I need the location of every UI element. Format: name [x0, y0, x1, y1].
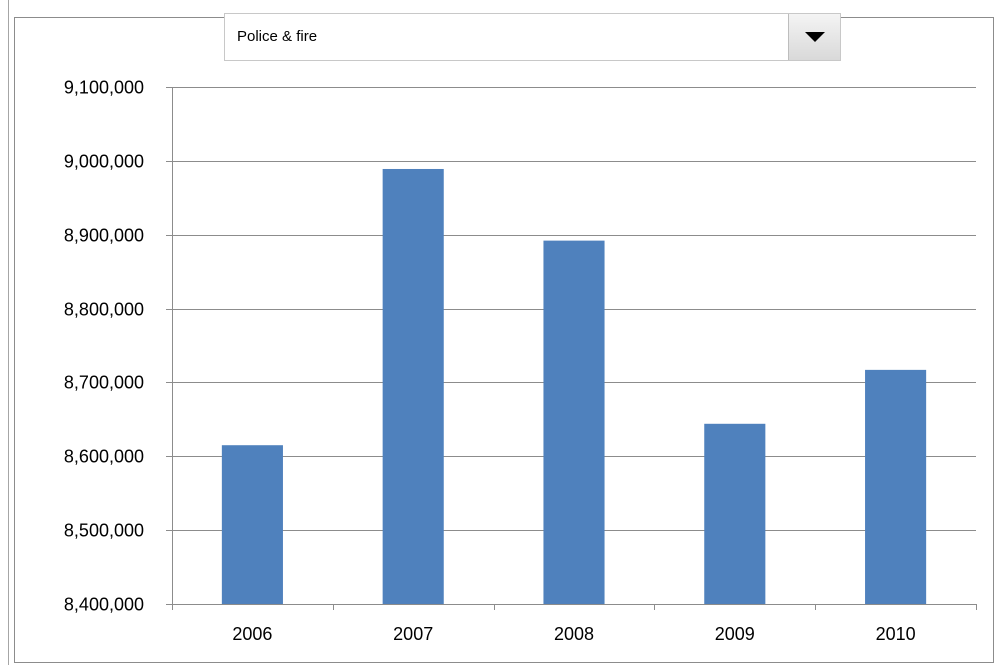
bar-2008: [543, 240, 605, 604]
bars: [221, 168, 927, 604]
x-tick-label: 2007: [393, 624, 433, 644]
dropdown-toggle-button[interactable]: [788, 14, 840, 60]
y-tick-label: 8,400,000: [64, 595, 144, 615]
y-tick-label: 8,500,000: [64, 521, 144, 541]
y-tick-label: 9,000,000: [64, 152, 144, 172]
y-tick-label: 8,700,000: [64, 373, 144, 393]
chart-frame: [14, 17, 994, 663]
bar-2009: [704, 423, 766, 604]
axes: [166, 87, 977, 610]
category-dropdown[interactable]: Police & fire: [224, 13, 841, 61]
x-tick-label: 2009: [715, 624, 755, 644]
triangle-down-icon: [805, 32, 825, 42]
dropdown-selected-value: Police & fire: [237, 28, 318, 45]
x-tick-label: 2006: [232, 624, 272, 644]
y-tick-label: 8,600,000: [64, 447, 144, 467]
bar-2007: [382, 168, 444, 604]
tick-labels: 8,400,000 8,500,000 8,600,000 8,700,000 8,80…: [64, 78, 916, 645]
y-tick-label: 8,800,000: [64, 300, 144, 320]
bar-2006: [221, 445, 283, 604]
x-tick-label: 2010: [876, 624, 916, 644]
left-panel-edge: [0, 0, 9, 665]
y-tick-label: 9,100,000: [64, 78, 144, 98]
x-tick-label: 2008: [554, 624, 594, 644]
bar-2010: [865, 369, 927, 604]
y-tick-label: 8,900,000: [64, 226, 144, 246]
